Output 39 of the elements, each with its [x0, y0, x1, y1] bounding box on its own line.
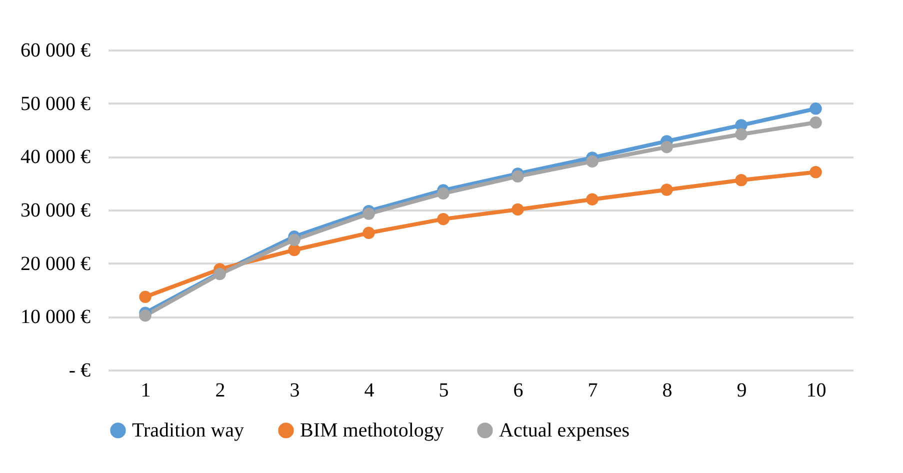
x-tick-label: 4	[364, 380, 374, 402]
x-tick-label: 2	[215, 380, 226, 402]
y-tick-label: 60 000 €	[20, 40, 90, 62]
point	[139, 309, 152, 322]
x-tick-label: 10	[806, 380, 826, 402]
point	[735, 174, 748, 186]
legend-label: Tradition way	[132, 419, 244, 442]
y-tick-label: 30 000 €	[20, 200, 90, 222]
point	[810, 166, 822, 178]
y-tick-label: 50 000 €	[20, 92, 90, 115]
point	[660, 140, 673, 154]
point	[586, 193, 598, 206]
y-tick-label: 10 000 €	[20, 306, 90, 328]
point	[437, 187, 450, 200]
legend-label: BIM methotology	[300, 419, 444, 442]
x-tick-label: 8	[662, 380, 672, 402]
point	[288, 234, 300, 246]
x-tick-label: 5	[438, 380, 449, 402]
x-tick-label: 9	[736, 380, 747, 402]
y-tick-label: 20 000 €	[20, 252, 90, 275]
point	[437, 212, 450, 226]
point	[660, 184, 673, 196]
point	[512, 170, 524, 183]
point	[735, 128, 748, 140]
point	[810, 116, 822, 129]
point	[139, 290, 152, 304]
y-tick-label: 40 000 €	[20, 146, 90, 168]
point	[810, 102, 822, 115]
point	[512, 203, 524, 216]
x-tick-label: 1	[140, 380, 151, 402]
legend-label: Actual expenses	[499, 419, 630, 442]
x-tick-label: 6	[513, 380, 524, 402]
point	[586, 155, 598, 168]
x-tick-label: 3	[290, 380, 300, 402]
point	[362, 208, 375, 220]
x-tick-label: 7	[588, 380, 598, 402]
point	[288, 244, 300, 256]
point	[362, 226, 375, 240]
y-tick-label: - €	[68, 360, 90, 382]
